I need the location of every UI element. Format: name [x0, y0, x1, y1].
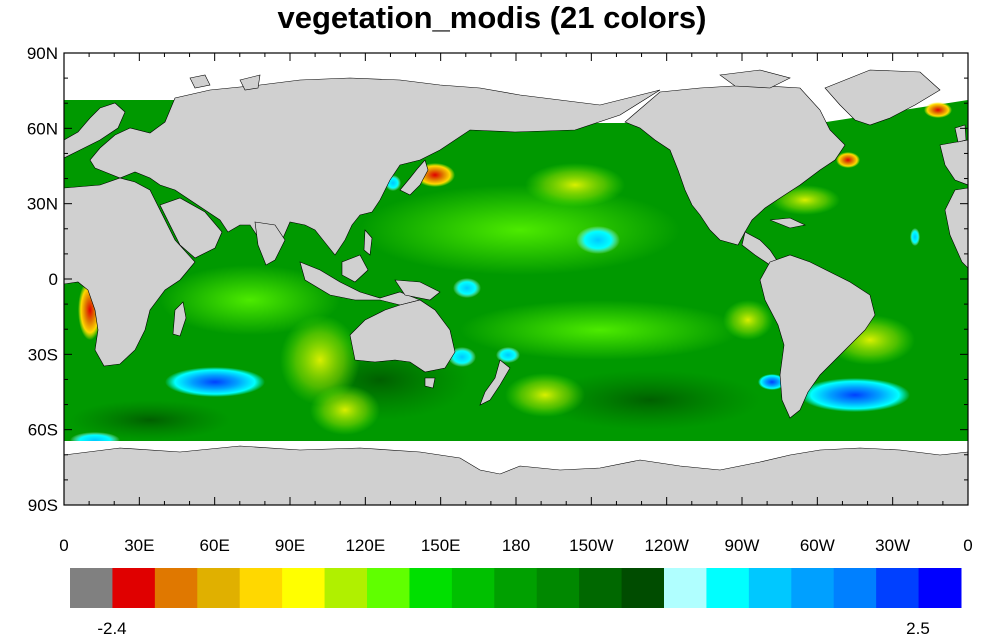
colorbar-swatch [494, 568, 538, 608]
field-patch [280, 315, 360, 405]
colorbar-swatch [324, 568, 368, 608]
field-patch [576, 226, 620, 254]
arctic-archipelago [719, 69, 791, 89]
greenland [824, 69, 941, 126]
lon-tick-label: 60E [200, 536, 230, 555]
colorbar-swatch [112, 568, 156, 608]
europe-west [64, 102, 126, 159]
field-patch [836, 152, 860, 168]
field-patch [70, 400, 230, 440]
madagascar [172, 301, 187, 337]
colorbar-swatch [748, 568, 792, 608]
africa-wrap [944, 187, 968, 269]
field-patch [723, 300, 773, 340]
lat-tick-label: 30S [28, 345, 58, 364]
lon-tick-label: 0 [963, 536, 972, 555]
colorbar-swatch [367, 568, 410, 608]
colorbar-swatch [197, 568, 241, 608]
new-zealand [479, 359, 511, 406]
field-patch [360, 185, 680, 275]
colorbar-swatch [70, 568, 113, 608]
colorbar-swatch [876, 568, 920, 608]
map-plot-area [64, 53, 968, 505]
colorbar-swatch [409, 568, 453, 608]
svalbard [189, 74, 211, 89]
philippines [363, 229, 373, 256]
colorbar-min-label: -2.4 [97, 619, 126, 635]
lat-tick-label: 90S [28, 496, 58, 515]
colorbar-swatch [621, 568, 665, 608]
field-patch [460, 300, 740, 360]
antarctica [64, 445, 968, 505]
field-patch [924, 102, 952, 118]
lon-tick-label: 90W [725, 536, 760, 555]
colorbar-max-label: 2.5 [906, 619, 930, 635]
colorbar-swatch [579, 568, 623, 608]
colorbar-swatch [664, 568, 707, 608]
field-patch [525, 163, 625, 207]
colorbar-swatch [791, 568, 835, 608]
lon-tick-label: 180 [502, 536, 530, 555]
field-patch [165, 367, 265, 397]
field-patch [758, 374, 786, 390]
lon-tick-label: 60W [800, 536, 835, 555]
japan [399, 159, 429, 196]
lon-tick-label: 90E [275, 536, 305, 555]
tasmania [424, 377, 436, 389]
lon-tick-label: 120E [345, 536, 385, 555]
colorbar-swatch [833, 568, 877, 608]
field-patch [496, 347, 520, 363]
longitude-axis: 0 30E 60E 90E 120E 150E 180 150W 120W 90W 60W 30W 0 [59, 53, 973, 555]
lat-tick-label: 60S [28, 421, 58, 440]
colorbar-swatch [282, 568, 326, 608]
colorbar [70, 568, 962, 608]
colorbar-swatch [706, 568, 750, 608]
colorbar-swatch [918, 568, 962, 608]
field-patch [800, 378, 910, 412]
australia [349, 299, 456, 373]
colorbar-swatch [451, 568, 495, 608]
lon-tick-label: 120W [644, 536, 688, 555]
field-patch [540, 370, 760, 430]
latitude-axis: 90N 60N 30N 0 30S 60S 90S [27, 44, 968, 515]
colorbar-swatch [239, 568, 283, 608]
lat-tick-label: 90N [27, 44, 58, 63]
field-patch [505, 373, 585, 417]
field-patch [160, 265, 340, 335]
arabian-peninsula [159, 197, 223, 259]
india [254, 221, 286, 266]
field-patch [910, 228, 920, 246]
colorbar-swatch [154, 568, 198, 608]
field-patch [453, 278, 481, 298]
continents [64, 69, 968, 505]
lat-tick-label: 60N [27, 119, 58, 138]
lon-tick-label: 30E [124, 536, 154, 555]
south-america [759, 254, 876, 419]
lat-tick-label: 0 [49, 270, 58, 289]
new-guinea [394, 279, 441, 301]
field-patch [310, 385, 380, 435]
plot-title: vegetation_modis (21 colors) [277, 0, 707, 35]
africa [64, 177, 196, 367]
lon-tick-label: 0 [59, 536, 68, 555]
lat-tick-label: 30N [27, 195, 58, 214]
north-america [624, 84, 846, 246]
colorbar-swatch [536, 568, 580, 608]
caribbean [769, 217, 806, 229]
eurasia [89, 77, 661, 263]
novaya-zemlya [239, 74, 261, 91]
lon-tick-label: 30W [875, 536, 910, 555]
british-isles [954, 124, 967, 143]
borneo [341, 254, 369, 283]
lon-tick-label: 150E [421, 536, 461, 555]
lon-tick-label: 150W [569, 536, 613, 555]
